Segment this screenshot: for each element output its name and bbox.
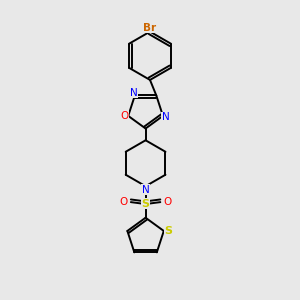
Text: O: O <box>121 111 129 121</box>
Text: O: O <box>119 197 128 207</box>
Text: S: S <box>142 199 150 208</box>
Text: Br: Br <box>143 23 157 33</box>
Text: S: S <box>164 226 172 236</box>
Text: N: N <box>130 88 137 98</box>
Text: N: N <box>162 112 170 122</box>
Text: N: N <box>142 185 149 195</box>
Text: O: O <box>164 197 172 207</box>
